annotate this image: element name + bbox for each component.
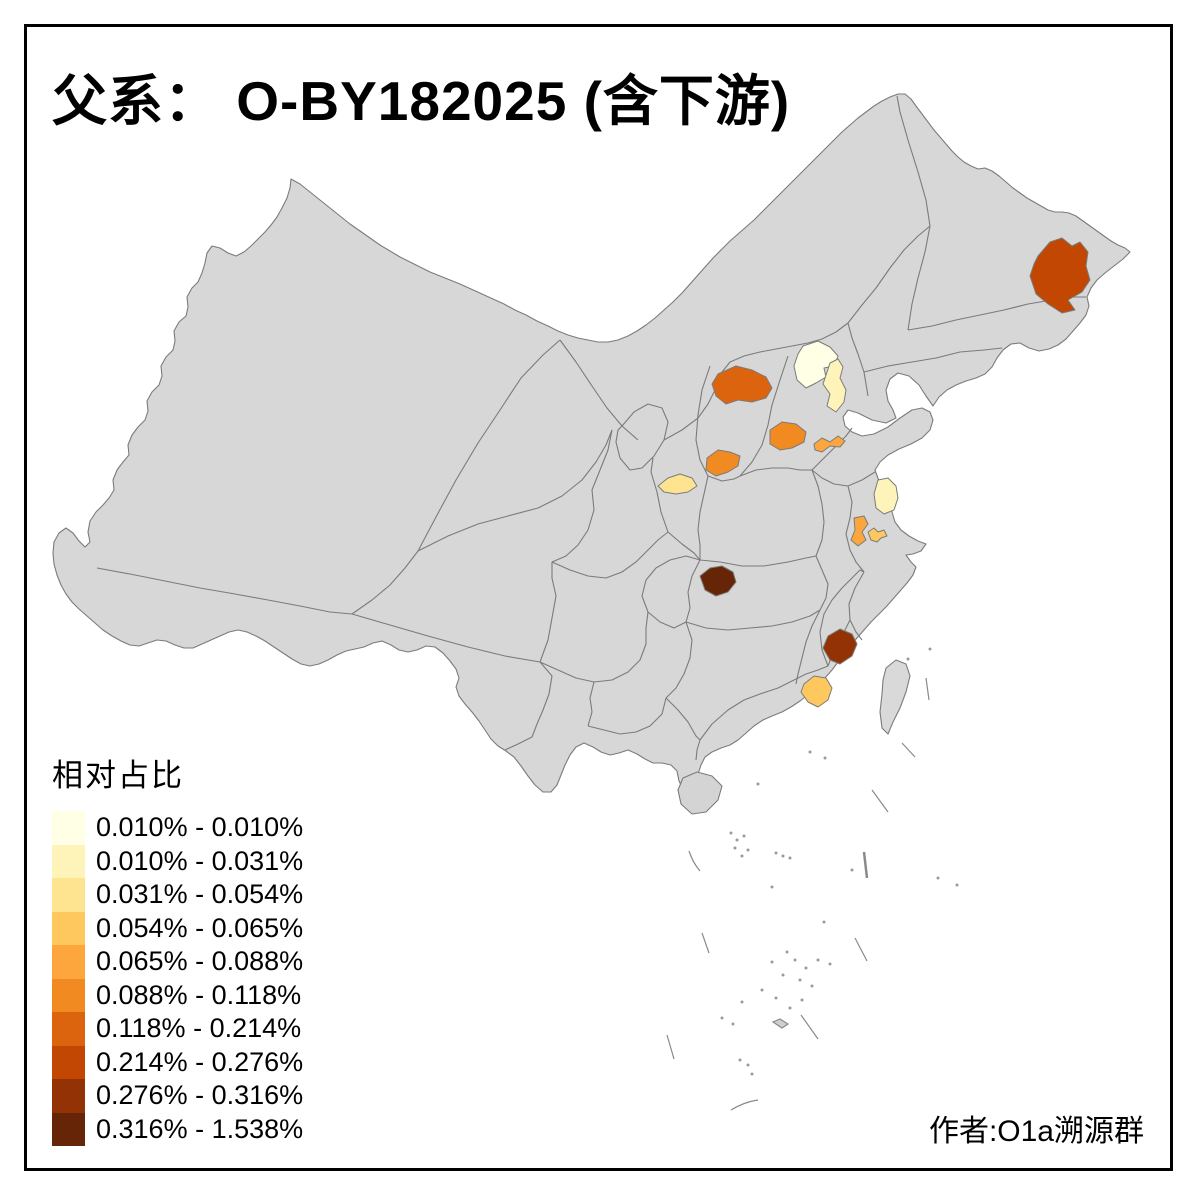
legend: 相对占比 0.010% - 0.010% 0.010% - 0.031% 0.0… (52, 750, 303, 1146)
legend-row: 0.316% - 1.538% (52, 1112, 304, 1146)
legend-row: 0.214% - 0.276% (52, 1045, 304, 1079)
legend-row: 0.276% - 0.316% (52, 1079, 303, 1113)
legend-row: 0.118% - 0.214% (52, 1012, 303, 1046)
legend-label-10: 0.316% - 1.538% (96, 1113, 304, 1144)
region-central-hebei (769, 421, 807, 451)
legend-swatch-4 (52, 911, 85, 945)
highlighted-prefectures (657, 237, 1091, 708)
region-northwest-hubei (699, 565, 737, 597)
legend-row: 0.054% - 0.065% (52, 911, 304, 945)
china-mainland-outline (52, 93, 1131, 793)
region-east-heilongjiang (1029, 237, 1091, 314)
legend-swatch-2 (52, 844, 85, 878)
legend-row: 0.010% - 0.031% (52, 844, 304, 878)
region-north-shanxi (711, 365, 773, 405)
region-central-jiangsu-east (867, 527, 888, 543)
legend-label-2: 0.010% - 0.031% (96, 845, 304, 876)
region-north-jiangsu-coast (873, 477, 899, 515)
south-china-sea-islands (666, 647, 959, 1111)
legend-swatch-5 (52, 945, 85, 979)
legend-row: 0.088% - 0.118% (52, 978, 303, 1012)
legend-row: 0.010% - 0.010% (52, 811, 303, 845)
region-west-shandong (813, 435, 846, 453)
region-east-guangdong (800, 675, 833, 708)
legend-title: 相对占比 (52, 758, 184, 793)
legend-swatch-6 (52, 978, 85, 1012)
legend-label-9: 0.276% - 0.316% (96, 1080, 304, 1111)
legend-swatch-8 (52, 1045, 85, 1079)
region-south-shanxi (705, 449, 741, 477)
legend-label-3: 0.031% - 0.054% (96, 879, 304, 910)
legend-swatch-1 (52, 811, 85, 845)
legend-row: 0.031% - 0.054% (52, 878, 303, 912)
legend-swatch-10 (52, 1112, 85, 1146)
legend-label-1: 0.010% - 0.010% (96, 812, 304, 843)
legend-label-4: 0.054% - 0.065% (96, 912, 304, 943)
legend-swatch-7 (52, 1012, 85, 1046)
taiwan-island (879, 659, 911, 735)
legend-row: 0.065% - 0.088% (52, 945, 303, 979)
region-tianjin (822, 358, 847, 413)
legend-label-7: 0.118% - 0.214% (96, 1013, 302, 1044)
legend-swatch-9 (52, 1079, 85, 1113)
legend-label-5: 0.065% - 0.088% (96, 946, 304, 977)
legend-label-8: 0.214% - 0.276% (96, 1046, 304, 1077)
region-northwest-fujian (822, 628, 858, 665)
region-east-shaanxi (657, 473, 698, 495)
hainan-island (677, 771, 723, 815)
legend-label-6: 0.088% - 0.118% (96, 979, 302, 1010)
plot-title: 父系： O-BY182025 (含下游) (52, 70, 791, 132)
region-central-jiangsu-strip (850, 515, 869, 547)
author-credit: 作者:O1a溯源群 (928, 1115, 1144, 1148)
legend-swatch-3 (52, 878, 85, 912)
island-dots (720, 647, 959, 1076)
